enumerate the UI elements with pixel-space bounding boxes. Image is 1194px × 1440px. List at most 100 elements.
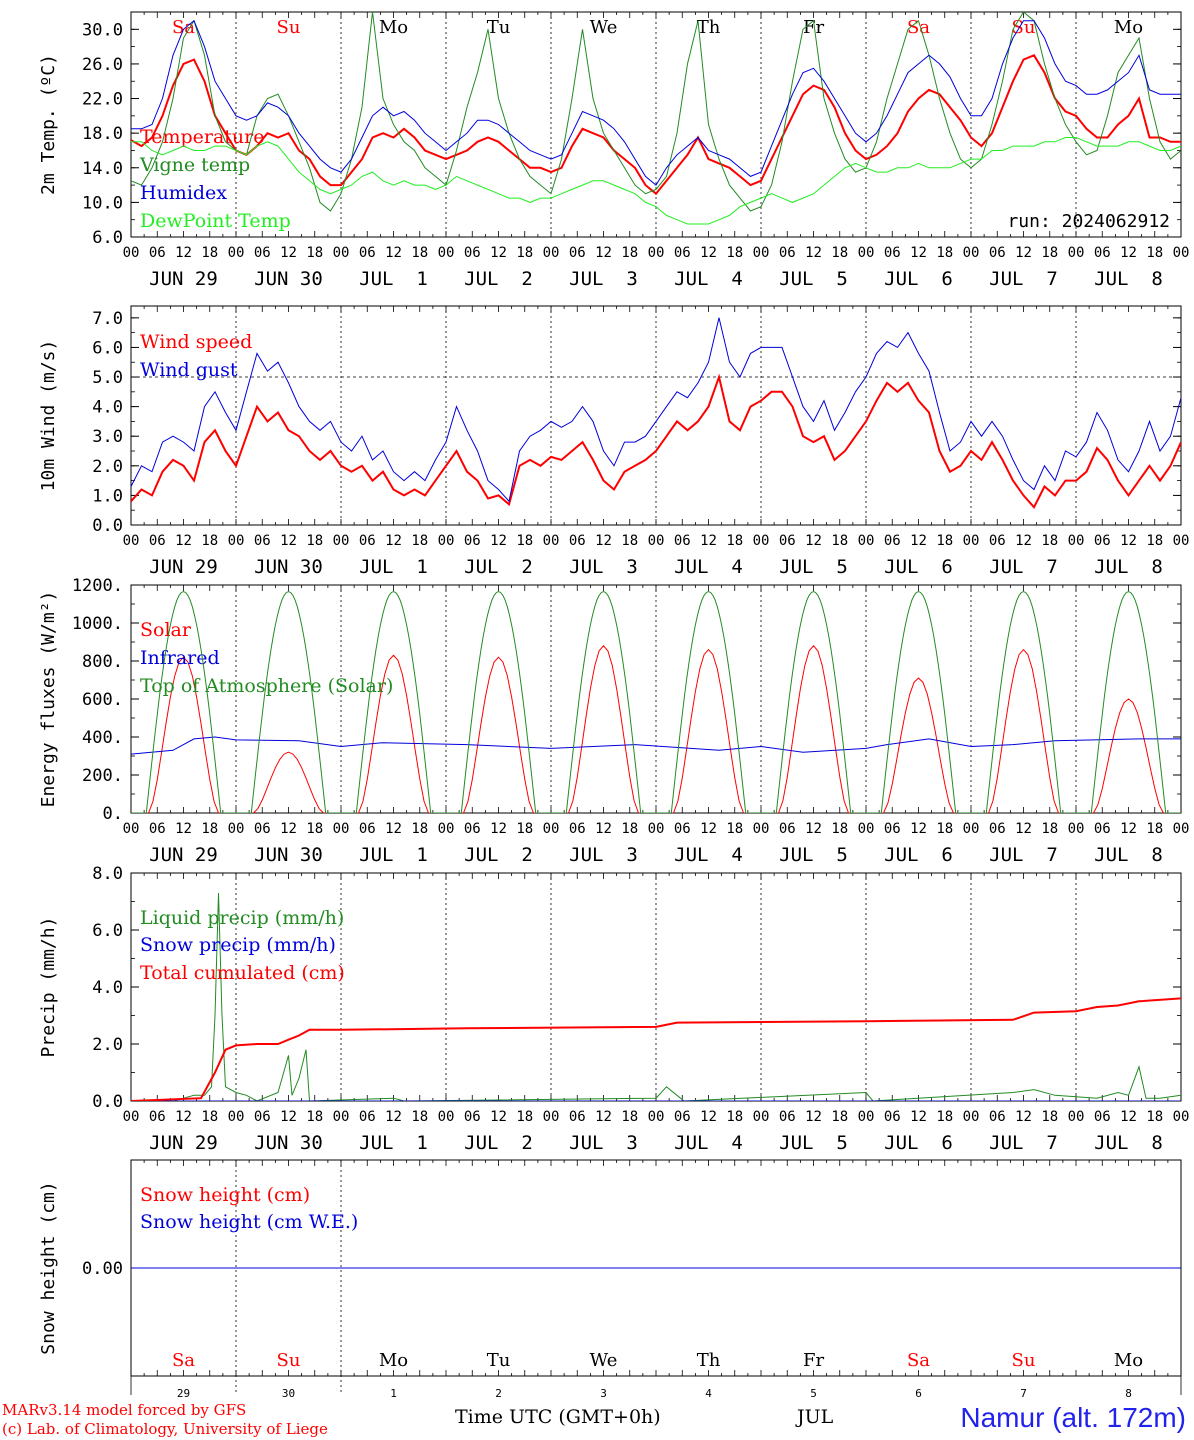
hour-label: 00 xyxy=(1068,533,1085,549)
hour-label: 00 xyxy=(123,821,140,837)
hour-label: 12 xyxy=(1015,821,1032,837)
y-tick-label: 6.0 xyxy=(92,338,123,358)
hour-label: 06 xyxy=(149,533,166,549)
hour-label: 00 xyxy=(1173,533,1190,549)
hour-label: 12 xyxy=(1120,245,1137,261)
hour-label: 06 xyxy=(1094,1109,1111,1125)
hour-label: 12 xyxy=(280,821,297,837)
weekday-label: Su xyxy=(277,17,301,38)
date-label: JUN 30 xyxy=(254,1132,323,1154)
hour-label: 06 xyxy=(884,1109,901,1125)
hour-label: 18 xyxy=(306,1109,323,1125)
date-label: JUL 3 xyxy=(569,1132,638,1154)
date-label: JUL 5 xyxy=(779,556,848,578)
date-label: JUL 5 xyxy=(779,1132,848,1154)
hour-label: 18 xyxy=(1041,821,1058,837)
date-label: JUL 4 xyxy=(674,844,743,866)
series-line-dewpoint-temp xyxy=(131,137,1181,225)
legend-snow-height-cm-: Snow height (cm) xyxy=(140,1184,310,1206)
date-label: JUL 8 xyxy=(1094,1132,1163,1154)
hour-label: 00 xyxy=(648,1109,665,1125)
hour-label: 00 xyxy=(963,1109,980,1125)
hour-label: 06 xyxy=(674,245,691,261)
legend-snow-precip-mm-h-: Snow precip (mm/h) xyxy=(140,934,336,956)
hour-label: 00 xyxy=(438,245,455,261)
date-label: JUL 6 xyxy=(884,268,953,290)
hour-label: 12 xyxy=(700,245,717,261)
date-label: JUL 1 xyxy=(359,556,428,578)
legend-liquid-precip-mm-h-: Liquid precip (mm/h) xyxy=(140,907,344,929)
hour-label: 06 xyxy=(884,245,901,261)
station-label: Namur (alt. 172m) xyxy=(960,1402,1186,1433)
weekday-label: Mo xyxy=(379,1350,408,1371)
date-label: JUN 29 xyxy=(149,844,218,866)
hour-label: 06 xyxy=(1094,245,1111,261)
date-label: JUN 29 xyxy=(149,268,218,290)
y-tick-label: 14.0 xyxy=(82,159,123,179)
hour-label: 12 xyxy=(700,533,717,549)
hour-label: 18 xyxy=(1146,245,1163,261)
hour-label: 06 xyxy=(149,245,166,261)
hour-label: 00 xyxy=(543,1109,560,1125)
hour-label: 18 xyxy=(411,533,428,549)
y-tick-label: 0. xyxy=(103,804,123,824)
hour-label: 18 xyxy=(831,245,848,261)
day-number: 3 xyxy=(600,1387,607,1400)
hour-label: 00 xyxy=(1068,1109,1085,1125)
day-number: 30 xyxy=(282,1387,295,1400)
hour-label: 12 xyxy=(910,1109,927,1125)
hour-label: 00 xyxy=(1068,245,1085,261)
hour-label: 00 xyxy=(333,533,350,549)
hour-label: 18 xyxy=(621,533,638,549)
hour-label: 18 xyxy=(936,245,953,261)
y-tick-label: 5.0 xyxy=(92,368,123,388)
y-tick-label: 200. xyxy=(82,766,123,786)
hour-label: 00 xyxy=(228,245,245,261)
hour-label: 00 xyxy=(648,821,665,837)
hour-label: 06 xyxy=(254,245,271,261)
y-tick-label: 2.0 xyxy=(92,1035,123,1055)
hour-label: 18 xyxy=(936,533,953,549)
hour-label: 18 xyxy=(936,821,953,837)
hour-label: 18 xyxy=(726,1109,743,1125)
date-label: JUL 7 xyxy=(989,1132,1058,1154)
y-tick-label: 6.0 xyxy=(92,228,123,248)
hour-label: 00 xyxy=(228,533,245,549)
hour-label: 06 xyxy=(569,1109,586,1125)
series-line-solar xyxy=(131,645,1181,813)
hour-label: 06 xyxy=(674,533,691,549)
date-label: JUL 8 xyxy=(1094,268,1163,290)
hour-label: 00 xyxy=(543,245,560,261)
hour-label: 12 xyxy=(910,821,927,837)
lab-credit: (c) Lab. of Climatology, University of L… xyxy=(2,1420,328,1438)
hour-label: 18 xyxy=(621,821,638,837)
hour-label: 06 xyxy=(779,533,796,549)
date-label: JUL 2 xyxy=(464,268,533,290)
date-label: JUN 29 xyxy=(149,1132,218,1154)
y-tick-label: 2.0 xyxy=(92,457,123,477)
hour-label: 00 xyxy=(543,821,560,837)
y-tick-label: 1000. xyxy=(72,614,123,634)
day-number: 6 xyxy=(915,1387,922,1400)
hour-label: 12 xyxy=(805,1109,822,1125)
date-label: JUL 5 xyxy=(779,844,848,866)
weekday-label: Sa xyxy=(172,17,195,38)
legend-wind-gust: Wind gust xyxy=(140,359,238,381)
legend-solar: Solar xyxy=(140,619,192,641)
hour-label: 06 xyxy=(884,533,901,549)
hour-label: 18 xyxy=(201,533,218,549)
hour-label: 18 xyxy=(516,533,533,549)
date-label: JUL 2 xyxy=(464,1132,533,1154)
hour-label: 06 xyxy=(149,821,166,837)
hour-label: 18 xyxy=(726,533,743,549)
date-label: JUL 7 xyxy=(989,556,1058,578)
hour-label: 12 xyxy=(490,533,507,549)
hour-label: 06 xyxy=(989,821,1006,837)
hour-label: 18 xyxy=(306,533,323,549)
y-tick-label: 0.0 xyxy=(92,1092,123,1112)
hour-label: 00 xyxy=(123,1109,140,1125)
hour-label: 18 xyxy=(411,821,428,837)
hour-label: 00 xyxy=(333,1109,350,1125)
hour-label: 06 xyxy=(569,821,586,837)
series-line-wind-speed xyxy=(131,373,1181,509)
